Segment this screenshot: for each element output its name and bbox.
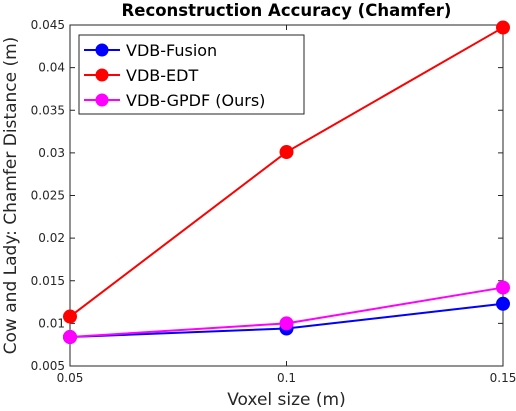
x-tick-label: 0.05 xyxy=(57,371,84,385)
legend-swatch-marker xyxy=(95,43,109,57)
y-tick-label: 0.03 xyxy=(38,146,65,160)
x-tick-label: 0.15 xyxy=(490,371,516,385)
legend-label: VDB-GPDF (Ours) xyxy=(126,91,265,110)
x-axis-label: Voxel size (m) xyxy=(227,390,346,410)
y-tick-label: 0.02 xyxy=(38,231,65,245)
data-point xyxy=(63,330,77,345)
y-tick-label: 0.025 xyxy=(31,189,65,203)
data-point xyxy=(279,145,294,160)
legend-swatch-marker xyxy=(95,93,109,107)
y-tick-label: 0.045 xyxy=(31,18,65,32)
data-point xyxy=(63,309,77,324)
legend-swatch-marker xyxy=(95,68,109,82)
legend-label: VDB-Fusion xyxy=(126,41,217,60)
y-tick-label: 0.015 xyxy=(31,274,65,288)
chart-title: Reconstruction Accuracy (Chamfer) xyxy=(122,1,452,20)
data-point xyxy=(279,316,294,331)
legend-label: VDB-EDT xyxy=(126,66,198,85)
y-axis-label: Cow and Lady: Chamfer Distance (m) xyxy=(1,37,21,355)
axis-ticks: 0.005 0.01 0.015 0.02 0.025 0.03 0.035 0.04 0.04… xyxy=(31,18,516,385)
data-point xyxy=(496,296,510,311)
data-point xyxy=(496,20,510,35)
y-tick-label: 0.04 xyxy=(38,61,65,75)
x-tick-label: 0.1 xyxy=(277,371,296,385)
y-tick-label: 0.035 xyxy=(31,103,65,117)
data-point xyxy=(496,280,510,295)
y-tick-label: 0.01 xyxy=(38,316,65,330)
series-lines xyxy=(63,20,510,345)
y-tick-label: 0.005 xyxy=(31,359,65,373)
legend: VDB-Fusion VDB-EDT VDB-GPDF (Ours) xyxy=(78,34,305,115)
